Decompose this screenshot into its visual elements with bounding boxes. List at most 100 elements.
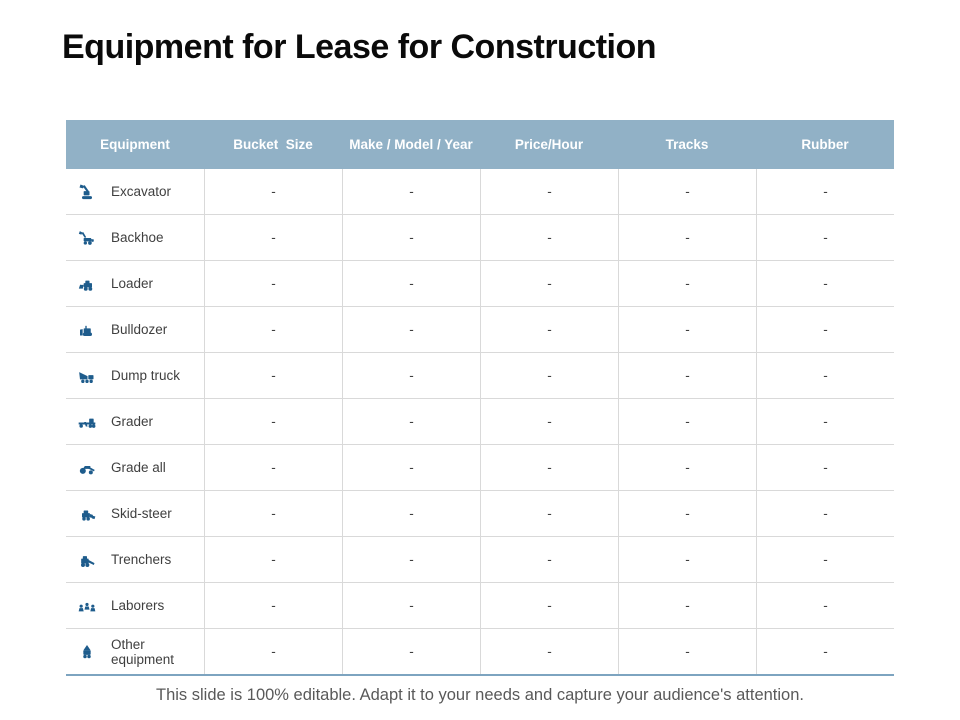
- cell-make-model-year: -: [342, 261, 480, 306]
- cell-rubber: -: [756, 629, 894, 674]
- cell-make-model-year: -: [342, 445, 480, 490]
- other-equipment-icon: [75, 641, 99, 663]
- cell-price-hour: -: [480, 583, 618, 628]
- column-header-make-model-year: Make / Model / Year: [349, 137, 473, 152]
- table-row-backhoe: Backhoe - - - - -: [66, 215, 894, 261]
- column-header-tracks: Tracks: [665, 137, 709, 152]
- cell-price-hour: -: [480, 445, 618, 490]
- cell-rubber: -: [756, 537, 894, 582]
- cell-rubber: -: [756, 491, 894, 536]
- equipment-label: Laborers: [111, 598, 165, 613]
- cell-equipment: Dump truck: [66, 353, 204, 398]
- cell-price-hour: -: [480, 307, 618, 352]
- cell-tracks: -: [618, 445, 756, 490]
- cell-make-model-year: -: [342, 353, 480, 398]
- cell-rubber: -: [756, 261, 894, 306]
- cell-equipment: Other equipment: [66, 629, 204, 674]
- cell-equipment: Backhoe: [66, 215, 204, 260]
- table-body: Excavator - - - - - Backhoe - - - - - Loader - - - - - Bul…: [66, 169, 894, 674]
- cell-make-model-year: -: [342, 491, 480, 536]
- cell-equipment: Skid-steer: [66, 491, 204, 536]
- grade-all-icon: [75, 457, 99, 479]
- cell-price-hour: -: [480, 261, 618, 306]
- cell-bucket-size: -: [204, 261, 342, 306]
- cell-price-hour: -: [480, 215, 618, 260]
- loader-icon: [75, 273, 99, 295]
- skid-steer-icon: [75, 503, 99, 525]
- cell-tracks: -: [618, 261, 756, 306]
- cell-make-model-year: -: [342, 583, 480, 628]
- cell-tracks: -: [618, 629, 756, 674]
- cell-equipment: Excavator: [66, 169, 204, 214]
- cell-rubber: -: [756, 445, 894, 490]
- cell-make-model-year: -: [342, 169, 480, 214]
- bulldozer-icon: [75, 319, 99, 341]
- table-row-loader: Loader - - - - -: [66, 261, 894, 307]
- cell-bucket-size: -: [204, 491, 342, 536]
- table-row-skid-steer: Skid-steer - - - - -: [66, 491, 894, 537]
- cell-rubber: -: [756, 215, 894, 260]
- cell-equipment: Trenchers: [66, 537, 204, 582]
- cell-equipment: Loader: [66, 261, 204, 306]
- cell-price-hour: -: [480, 399, 618, 444]
- equipment-label: Bulldozer: [111, 322, 168, 337]
- cell-make-model-year: -: [342, 215, 480, 260]
- grader-icon: [75, 411, 99, 433]
- cell-tracks: -: [618, 169, 756, 214]
- trencher-icon: [75, 549, 99, 571]
- cell-rubber: -: [756, 399, 894, 444]
- equipment-label: Excavator: [111, 184, 172, 199]
- dump-truck-icon: [75, 365, 99, 387]
- cell-equipment: Bulldozer: [66, 307, 204, 352]
- cell-make-model-year: -: [342, 537, 480, 582]
- cell-bucket-size: -: [204, 215, 342, 260]
- cell-price-hour: -: [480, 537, 618, 582]
- laborers-icon: [75, 595, 99, 617]
- cell-tracks: -: [618, 399, 756, 444]
- column-header-bucket-size: Bucket Size: [233, 137, 313, 152]
- cell-bucket-size: -: [204, 399, 342, 444]
- footer-note: This slide is 100% editable. Adapt it to…: [156, 686, 804, 704]
- table-row-grade-all: Grade all - - - - -: [66, 445, 894, 491]
- cell-bucket-size: -: [204, 169, 342, 214]
- cell-equipment: Grade all: [66, 445, 204, 490]
- table-row-other-equipment: Other equipment - - - - -: [66, 629, 894, 674]
- column-header-rubber: Rubber: [801, 137, 849, 152]
- equipment-label: Loader: [111, 276, 154, 291]
- cell-rubber: -: [756, 353, 894, 398]
- cell-tracks: -: [618, 537, 756, 582]
- cell-rubber: -: [756, 169, 894, 214]
- cell-tracks: -: [618, 491, 756, 536]
- table-row-bulldozer: Bulldozer - - - - -: [66, 307, 894, 353]
- cell-bucket-size: -: [204, 629, 342, 674]
- cell-tracks: -: [618, 307, 756, 352]
- table-row-trenchers: Trenchers - - - - -: [66, 537, 894, 583]
- page-title: Equipment for Lease for Construction: [62, 28, 657, 66]
- cell-price-hour: -: [480, 169, 618, 214]
- cell-rubber: -: [756, 307, 894, 352]
- table-row-laborers: Laborers - - - - -: [66, 583, 894, 629]
- column-header-equipment: Equipment: [100, 137, 170, 152]
- cell-bucket-size: -: [204, 445, 342, 490]
- cell-bucket-size: -: [204, 537, 342, 582]
- cell-bucket-size: -: [204, 353, 342, 398]
- equipment-label: Trenchers: [111, 552, 172, 567]
- cell-tracks: -: [618, 353, 756, 398]
- cell-rubber: -: [756, 583, 894, 628]
- cell-make-model-year: -: [342, 399, 480, 444]
- cell-bucket-size: -: [204, 307, 342, 352]
- equipment-label: Skid-steer: [111, 506, 172, 521]
- cell-bucket-size: -: [204, 583, 342, 628]
- excavator-icon: [75, 181, 99, 203]
- cell-make-model-year: -: [342, 629, 480, 674]
- cell-equipment: Grader: [66, 399, 204, 444]
- cell-price-hour: -: [480, 629, 618, 674]
- cell-price-hour: -: [480, 353, 618, 398]
- equipment-label: Dump truck: [111, 368, 181, 383]
- table-row-grader: Grader - - - - -: [66, 399, 894, 445]
- column-header-price-hour: Price/Hour: [514, 137, 584, 152]
- table-header-row: Equipment Bucket Size Make / Model / Year P…: [66, 120, 894, 169]
- cell-tracks: -: [618, 583, 756, 628]
- equipment-label: Grader: [111, 414, 154, 429]
